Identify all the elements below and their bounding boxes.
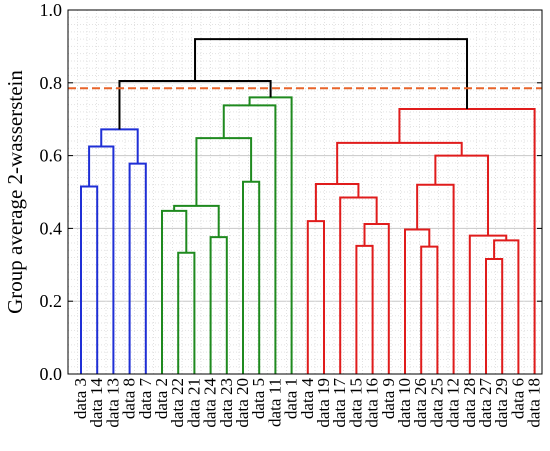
leaf-label: data 7 xyxy=(136,378,155,420)
leaf-label: data 5 xyxy=(249,378,268,419)
leaf-label: data 18 xyxy=(525,378,544,428)
leaf-label: data 13 xyxy=(103,378,122,428)
leaf-label: data 9 xyxy=(379,378,398,419)
leaf-label: data 26 xyxy=(411,378,430,428)
y-tick-label: 1.0 xyxy=(40,0,63,20)
leaf-label: data 19 xyxy=(314,378,333,428)
plot-frame xyxy=(67,9,543,375)
y-axis-ticks: 0.0 0.2 0.4 0.6 0.8 1.0 xyxy=(40,0,542,384)
leaf-label: data 23 xyxy=(217,378,236,428)
leaf-label: data 25 xyxy=(427,378,446,428)
leaf-label: data 1 xyxy=(282,378,301,419)
leaf-label: data 4 xyxy=(298,378,317,420)
leaf-label: data 15 xyxy=(346,378,365,428)
y-tick-label: 0.6 xyxy=(40,146,63,166)
y-tick-label: 0.2 xyxy=(40,291,63,311)
y-tick-label: 0.8 xyxy=(40,73,63,93)
leaf-label: data 16 xyxy=(363,378,382,428)
leaf-label: data 6 xyxy=(508,378,527,419)
leaf-label: data 27 xyxy=(476,378,495,428)
leaf-label: data 8 xyxy=(120,378,139,419)
leaf-label: data 22 xyxy=(168,378,187,428)
y-tick-label: 0.4 xyxy=(40,218,63,238)
leaf-label: data 14 xyxy=(87,378,106,428)
dendrogram-link-k2 xyxy=(194,38,469,110)
y-tick-label: 0.0 xyxy=(40,364,63,384)
leaf-label: data 29 xyxy=(492,378,511,428)
leaf-label: data 28 xyxy=(460,378,479,428)
leaf-label: data 2 xyxy=(152,378,171,419)
leaf-label: data 24 xyxy=(201,378,220,428)
leaf-label: data 10 xyxy=(395,378,414,428)
leaf-label: data 17 xyxy=(330,378,349,428)
dendrogram-links xyxy=(80,38,536,374)
leaf-label: data 20 xyxy=(233,378,252,428)
leaf-label: data 11 xyxy=(265,378,284,427)
y-axis-label: Group average 2-wasserstein xyxy=(3,70,27,314)
leaf-label: data 12 xyxy=(444,378,463,428)
leaf-label: data 21 xyxy=(184,378,203,428)
leaf-label: data 3 xyxy=(71,378,90,419)
